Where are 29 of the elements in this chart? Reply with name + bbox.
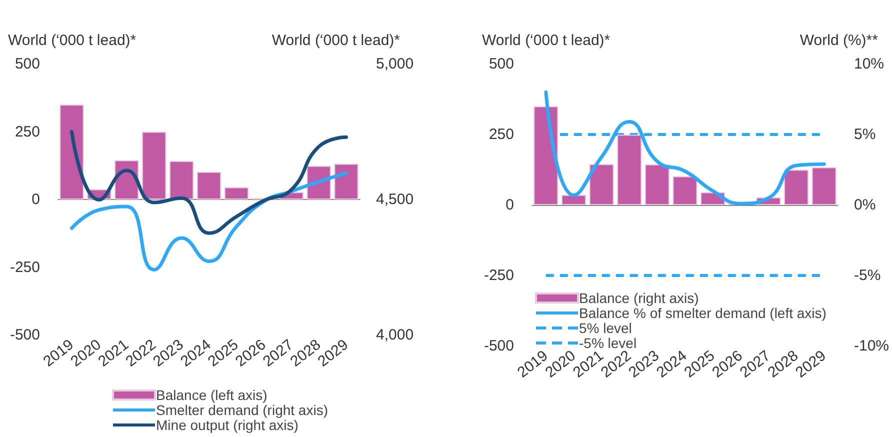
y-tick-label: 250 <box>488 126 514 143</box>
y2-axis-title: World (‘000 t lead)* <box>272 32 400 49</box>
y-tick-label: 0 <box>506 196 514 214</box>
legend-label: -5% level <box>579 335 637 351</box>
y2-tick-label: -10% <box>854 338 890 354</box>
legend-label: Mine output (right axis) <box>156 417 298 433</box>
y-axis-title: World (‘000 t lead)* <box>482 32 610 49</box>
legend-label: Balance (right axis) <box>579 290 699 306</box>
legend-label: Balance % of smelter demand (left axis) <box>579 305 826 321</box>
y2-tick-label: 4,500 <box>376 191 414 208</box>
y2-tick-label: 4,000 <box>376 326 414 344</box>
y2-axis-title: World (%)** <box>800 32 878 49</box>
y2-tick-label: 5,000 <box>376 56 414 72</box>
legend-label: Smelter demand (right axis) <box>156 402 328 418</box>
y2-tick-label: 10% <box>854 56 884 72</box>
legend-label: 5% level <box>579 320 632 336</box>
y-tick-label: 250 <box>14 123 40 140</box>
y-tick-label: -500 <box>484 338 514 354</box>
y2-tick-label: -5% <box>854 267 881 284</box>
y2-tick-label: 0% <box>854 196 876 214</box>
y2-tick-label: 5% <box>854 126 876 143</box>
y-tick-label: -500 <box>10 326 40 344</box>
y-tick-label: -250 <box>10 258 40 276</box>
y-tick-label: -250 <box>484 267 514 284</box>
y-tick-label: 0 <box>32 191 40 208</box>
y-tick-label: 500 <box>14 56 40 72</box>
legend-label: Balance (left axis) <box>156 387 268 403</box>
y-axis-title: World (‘000 t lead)* <box>8 32 136 49</box>
y-tick-label: 500 <box>488 56 514 72</box>
